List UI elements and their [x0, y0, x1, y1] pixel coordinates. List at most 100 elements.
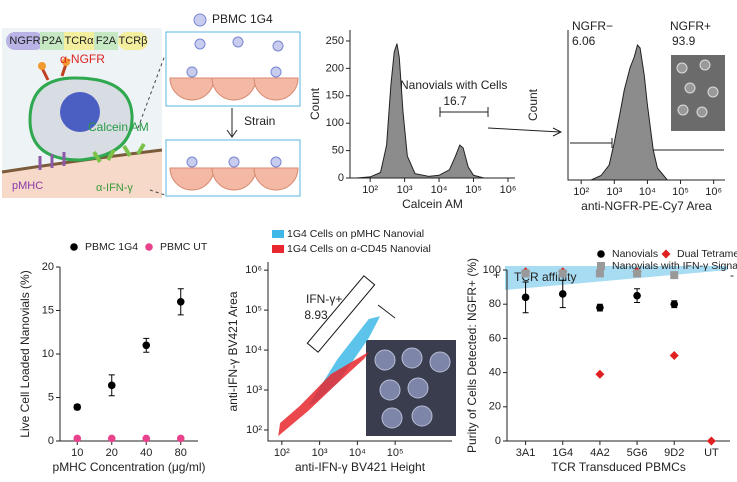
panel-a: NGFR P2A TCRα F2A TCRβ α-NGFR Calcein AM…	[1, 28, 166, 198]
y-axis-label: Live Cell Loaded Nanovials (%)	[18, 270, 32, 437]
y-tick-label: 100	[326, 117, 344, 129]
axis	[567, 30, 725, 181]
y-tick-label: 150	[326, 90, 344, 102]
marker	[73, 403, 82, 411]
y-axis-label: Count	[526, 88, 540, 121]
x-tick-label: 10	[71, 447, 83, 459]
y-axis-label: Count	[308, 87, 322, 120]
nanovial	[253, 167, 299, 191]
marker	[595, 269, 604, 278]
cell-icon	[186, 66, 198, 78]
cell-icon	[232, 36, 244, 48]
marker	[73, 434, 82, 443]
marker	[176, 434, 185, 443]
arrow	[377, 304, 396, 319]
y-tick-label: 10³	[246, 384, 262, 396]
legend-label: 1G4 Cells on α-CD45 Nanovial	[287, 243, 431, 255]
legend-marker	[145, 243, 153, 251]
marker	[670, 300, 679, 309]
y-tick-label: 80	[489, 298, 501, 310]
antibody	[92, 142, 146, 164]
y-tick-label: 10⁶	[245, 264, 262, 276]
y-tick-label: 10	[42, 348, 54, 360]
y-tick-label: 0	[338, 172, 344, 184]
x-tick-label: 5G6	[627, 447, 648, 459]
x-axis-label: pMHC Concentration (μg/ml)	[53, 460, 206, 474]
label: PBMC 1G4	[212, 12, 273, 26]
nanovial-image	[699, 59, 711, 71]
zoom-line	[137, 54, 166, 196]
nanovial-image	[381, 407, 403, 429]
nanovial	[253, 77, 299, 101]
nanovial-image	[676, 62, 688, 74]
x-tick-label: 9D2	[664, 447, 684, 459]
x-tick-label: 10²	[362, 184, 378, 196]
gate-label: NGFR+	[670, 19, 711, 33]
construct-label: TCRβ	[119, 35, 148, 47]
x-tick-label: 80	[175, 447, 187, 459]
axis	[349, 30, 515, 179]
x-axis-label: Calcein AM	[402, 197, 463, 211]
gate-label: NGFR−	[572, 19, 613, 33]
legend-marker	[661, 249, 671, 259]
y-tick-label: 250	[326, 35, 344, 47]
legend-marker	[597, 250, 605, 258]
gate-label: IFN-γ+	[306, 292, 342, 306]
construct-box	[64, 32, 94, 50]
cell-icon	[186, 156, 198, 168]
marker	[142, 341, 151, 350]
nanovial-surface	[2, 150, 162, 198]
x-tick-label: 10²	[573, 186, 589, 198]
gate	[306, 275, 376, 353]
arrow	[226, 108, 238, 138]
nanovial-image	[696, 106, 708, 118]
antibody	[40, 63, 68, 81]
nanovial-image	[374, 349, 396, 371]
construct-label: P2A	[42, 35, 63, 47]
construct-label: F2A	[96, 35, 117, 47]
x-tick-label: 10³	[606, 186, 622, 198]
x-tick-label: 10³	[397, 184, 413, 196]
x-tick-label: 10⁴	[431, 184, 448, 196]
gate-value: 93.9	[672, 34, 696, 48]
cell-icon	[272, 40, 284, 52]
y-tick-label: 5	[48, 391, 54, 403]
x-tick-label: 10⁶	[705, 186, 722, 198]
y-tick-label: 60	[489, 332, 501, 344]
construct-label: NGFR	[9, 35, 40, 47]
legend-label: PBMC UT	[160, 241, 208, 253]
marker	[633, 269, 642, 278]
nanovial-image	[684, 82, 696, 94]
gate-value: 16.7	[443, 94, 467, 108]
legend-marker	[597, 262, 605, 270]
x-tick-label: 10⁴	[349, 447, 366, 459]
x-tick-label: 10²	[274, 447, 290, 459]
marker	[107, 381, 116, 390]
y-tick-label: 200	[326, 62, 344, 74]
x-tick-label: 4A2	[590, 447, 610, 459]
nucleus	[60, 92, 100, 132]
label: α-IFN-γ	[96, 182, 133, 194]
y-tick-label: 0	[495, 435, 501, 447]
construct-box	[40, 32, 64, 50]
marker	[558, 269, 567, 278]
y-axis-label: anti-IFN-γ BV421 Area	[226, 291, 240, 411]
x-tick-label: 10⁴	[639, 186, 656, 198]
x-tick-label: UT	[704, 447, 719, 459]
marker	[670, 271, 679, 280]
fluor	[38, 62, 46, 70]
y-tick-label: 10⁴	[245, 344, 262, 356]
x-tick-label: 40	[140, 447, 152, 459]
legend-swatch	[272, 245, 284, 253]
y-tick-label: 10⁵	[245, 304, 262, 316]
histogram	[590, 43, 669, 181]
legend-label: 1G4 Cells on pMHC Nanovial	[287, 228, 424, 240]
y-tick-label: 15	[42, 304, 54, 316]
marker	[596, 303, 604, 312]
x-tick-label: 3A1	[516, 447, 536, 459]
cell-icon	[228, 156, 240, 168]
cell-icon	[193, 13, 207, 27]
marker	[107, 434, 116, 443]
